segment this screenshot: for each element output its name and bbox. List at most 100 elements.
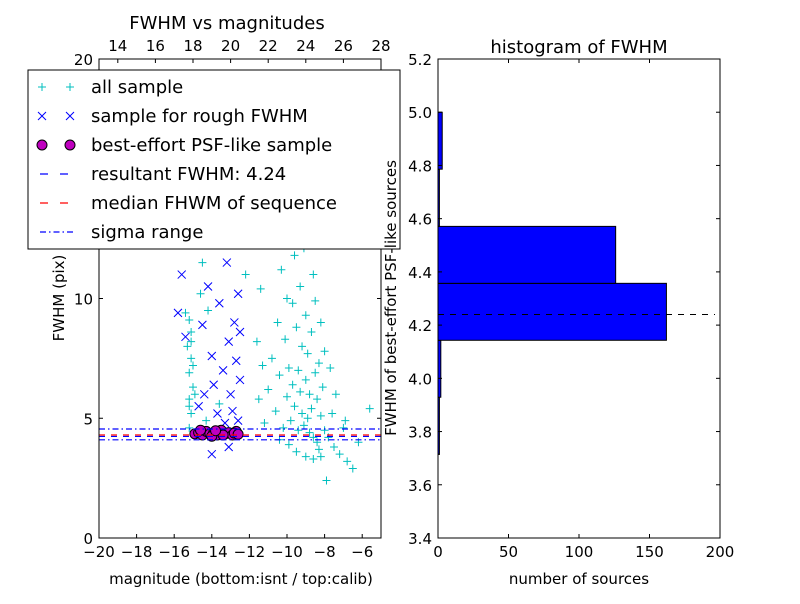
plus-marker (264, 385, 273, 394)
plus-marker (38, 83, 46, 91)
plus-marker (305, 390, 314, 399)
x-marker (198, 320, 207, 330)
legend-label: median FHWM of sequence (91, 193, 337, 214)
y-tick-label: 4.8 (408, 157, 432, 175)
legend: all sample sample for rough FWHM best-effo… (27, 69, 401, 250)
top-x-tick-label: 28 (371, 37, 390, 55)
plus-marker (275, 371, 284, 380)
plus-marker (286, 416, 295, 425)
plus-marker (298, 342, 307, 351)
plus-marker (298, 409, 307, 418)
circle-marker (195, 424, 207, 436)
x-marker (203, 282, 213, 291)
plus-marker (283, 294, 291, 303)
plus-marker (288, 380, 297, 389)
plus-marker (185, 423, 194, 432)
legend-box (27, 69, 401, 250)
plus-marker (314, 359, 323, 368)
plus-marker (294, 366, 303, 375)
x-tick-label: −10 (271, 543, 303, 561)
plus-marker (296, 387, 305, 396)
plus-marker (181, 308, 190, 317)
plus-marker (365, 404, 374, 413)
legend-label: all sample (91, 77, 183, 98)
plus-marker (309, 433, 318, 442)
plus-marker (313, 395, 322, 404)
plus-marker (311, 368, 320, 377)
plus-marker (309, 270, 318, 279)
x-tick-label: −6 (351, 543, 373, 561)
series-x (173, 138, 245, 459)
x-tick-label: −20 (83, 543, 115, 561)
plus-marker (331, 390, 340, 399)
y-tick-label: 3.8 (408, 424, 432, 442)
circle-marker (232, 428, 244, 440)
top-x-tick-label: 18 (183, 37, 202, 55)
plus-marker (314, 445, 323, 454)
plus-marker (348, 464, 357, 473)
plus-marker (341, 416, 350, 425)
plus-marker (320, 426, 329, 435)
circle-marker (36, 139, 48, 151)
circle-marker (64, 139, 76, 151)
scatter-plot: FWHM vs magnitudes magnitude (bottom:isn… (27, 13, 401, 588)
histogram-bar (437, 225, 617, 284)
plus-marker (190, 390, 199, 399)
x-tick-label: −14 (196, 543, 228, 561)
y-tick-label: 4.2 (408, 317, 432, 335)
x-marker (214, 298, 224, 308)
plus-marker (254, 395, 263, 404)
plus-marker (343, 457, 352, 466)
plus-marker (307, 404, 316, 413)
x-marker (207, 351, 217, 361)
y-tick-label: 5.0 (408, 104, 432, 122)
plus-marker (301, 375, 310, 384)
y-tick-label: 10 (74, 291, 93, 309)
x-marker (235, 327, 245, 337)
x-tick-label: −18 (121, 543, 153, 561)
plus-marker (196, 289, 205, 298)
series-circle (189, 424, 244, 442)
y-tick-label: 3.4 (408, 530, 432, 548)
x-tick-label: −16 (158, 543, 190, 561)
plus-marker (335, 450, 344, 459)
top-x-tick-label: 22 (259, 37, 278, 55)
x-tick-label: −12 (234, 543, 266, 561)
plus-marker (267, 354, 276, 363)
plus-marker (187, 337, 196, 346)
legend-label: resultant FWHM: 4.24 (91, 164, 286, 185)
plus-marker (258, 361, 267, 370)
y-tick-label: 3.6 (408, 477, 432, 495)
y-tick-label: 4.4 (408, 264, 432, 282)
x-marker (235, 375, 245, 385)
plus-marker (189, 383, 197, 392)
plus-marker (328, 409, 337, 418)
plus-marker (273, 318, 282, 327)
legend-label: best-effort PSF-like sample (91, 135, 332, 156)
scatter-ylabel: FWHM (pix) (50, 255, 68, 342)
plus-marker (183, 342, 192, 351)
plus-marker (290, 402, 299, 411)
plus-marker (215, 399, 224, 408)
plus-marker (299, 421, 308, 430)
top-x-tick-label: 16 (146, 37, 165, 55)
top-x-tick-label: 20 (221, 37, 240, 55)
histogram-bar (437, 111, 443, 170)
plus-marker (301, 452, 310, 461)
plus-marker (339, 423, 348, 432)
plus-marker (277, 265, 286, 274)
x-tick-label: 0 (433, 543, 443, 561)
x-tick-label: 150 (635, 543, 664, 561)
y-tick-label: 4.6 (408, 211, 432, 229)
x-marker (224, 442, 234, 452)
plus-marker (311, 296, 320, 305)
histogram-xlabel: number of sources (509, 570, 649, 588)
y-tick-label: 0 (83, 530, 93, 548)
plus-marker (185, 316, 194, 325)
plus-marker (185, 395, 194, 404)
x-marker (181, 332, 190, 342)
plus-marker (66, 83, 74, 91)
top-x-tick-label: 14 (108, 37, 127, 55)
x-marker (65, 111, 75, 121)
